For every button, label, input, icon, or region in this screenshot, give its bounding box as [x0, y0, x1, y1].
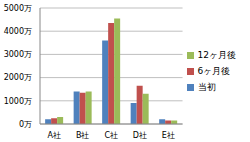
- svg-text:0万: 0万: [19, 120, 32, 129]
- svg-text:3000万: 3000万: [8, 50, 32, 59]
- svg-text:4000万: 4000万: [8, 27, 32, 36]
- svg-text:2000万: 2000万: [8, 73, 32, 82]
- svg-text:D社: D社: [133, 131, 147, 140]
- svg-text:A社: A社: [48, 131, 61, 140]
- svg-text:5000万: 5000万: [8, 4, 32, 13]
- html-text:当初: 当初: [197, 82, 216, 92]
- svg-text:1000万: 1000万: [8, 97, 32, 106]
- svg-text:E社: E社: [162, 131, 175, 140]
- html-text:6ヶ月後: 6ヶ月後: [197, 66, 231, 76]
- svg-text:B社: B社: [76, 131, 90, 140]
- svg-text:C社: C社: [104, 131, 118, 140]
- html-text:12ヶ月後: 12ヶ月後: [197, 50, 236, 60]
